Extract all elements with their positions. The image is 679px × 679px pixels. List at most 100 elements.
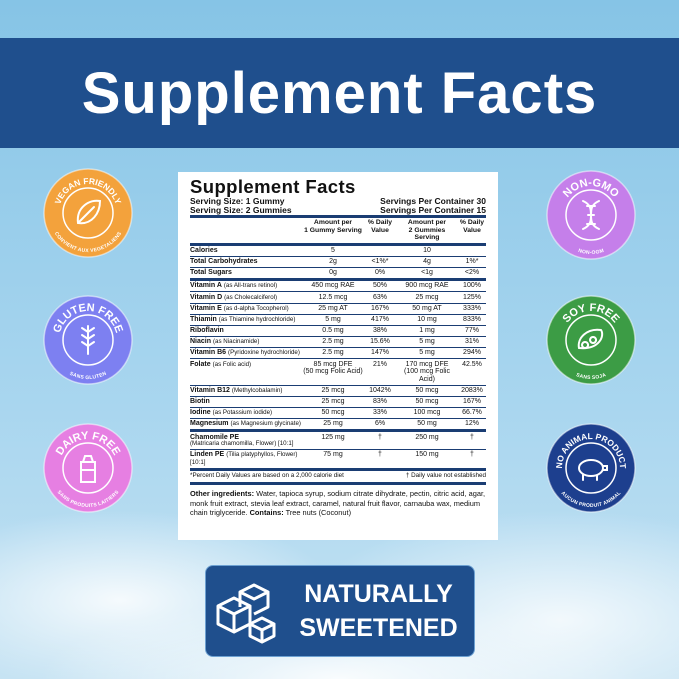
cell-dv1: † — [364, 432, 396, 449]
supplement-label: Supplement Facts Serving Size: 1 Gummy Ser… — [178, 172, 498, 540]
badge-inner-ring — [62, 314, 114, 366]
value: 250 mg — [415, 433, 439, 441]
cell-dv1: 1042% — [364, 386, 396, 396]
nutrient: Thiamin — [190, 315, 217, 323]
badge-icon — [81, 325, 95, 355]
label-title: Supplement Facts — [190, 176, 356, 197]
cell-amt1: 2g — [302, 257, 364, 267]
cell-amt1: 25 mg AT — [302, 304, 364, 314]
cell-dv1: † — [364, 450, 396, 468]
badge-sub: SANS GLUTEN — [68, 371, 107, 381]
contains-label: Contains: — [249, 508, 284, 518]
contains-text: Tree nuts (Coconut) — [285, 508, 352, 518]
value: 25 mcg — [321, 398, 345, 406]
nutrient-name: Calories — [190, 246, 302, 256]
badge-inner-ring — [565, 189, 617, 241]
value: 333% — [463, 304, 481, 312]
nutrient-name: Linden PE (Tilia platyphyllos, Flower) [… — [190, 450, 302, 468]
cell-dv1: 33% — [364, 408, 396, 418]
header-line: Amount per — [313, 219, 353, 227]
value: 85 mcg DFE — [313, 360, 353, 368]
footnote: *Percent Daily Values are based on a 2,0… — [190, 472, 344, 480]
value: 50 mg — [417, 420, 437, 428]
value: 50 mcg — [415, 398, 439, 406]
nutrient-row: Biotin 25 mcg 83% 50 mcg 167% — [190, 397, 486, 409]
nutrient-note: (as d-alpha Tocopherol) — [223, 304, 289, 312]
cell-amt2: 50 mg AT — [396, 304, 458, 314]
nutrient-name: Vitamin A (as All-trans retinol) — [190, 281, 302, 291]
value: 66.7% — [462, 409, 482, 417]
nutrient-name: Vitamin D (as Cholecalciferol) — [190, 292, 302, 302]
nutrient-row: Calories 5 10 — [190, 246, 486, 258]
value: 50 mg AT — [412, 304, 442, 312]
badge-sub-path: SANS GLUTEN — [68, 371, 107, 381]
value: 25 mcg — [321, 386, 345, 394]
nutrient-note: (as Cholecalciferol) — [224, 293, 278, 301]
cell-dv1: 0% — [364, 268, 396, 278]
cell-dv1: 83% — [364, 397, 396, 407]
nutrient: Chamomile PE — [190, 433, 240, 441]
nutrient-note: (Methylcobalamin) — [231, 386, 283, 394]
cell-amt2: 10 mg — [396, 315, 458, 325]
value: 25 mcg — [415, 293, 439, 301]
cell-dv1: 21% — [364, 359, 396, 384]
nutrient: Vitamin D — [190, 293, 223, 301]
value: <1g — [421, 269, 433, 277]
cell-dv2: 833% — [458, 315, 486, 325]
header-line: 2 Gummies Serving — [408, 226, 446, 242]
header-row: Amount per 1 Gummy Serving% Daily Value Amo… — [190, 218, 486, 246]
cell-amt2: 10 — [396, 246, 458, 256]
nutrient: Vitamin E — [190, 304, 222, 312]
value: 5 mg — [325, 315, 341, 323]
nutrient-row: Vitamin B12 (Methylcobalamin) 25 mcg 1042%… — [190, 386, 486, 397]
nutrient: Total Carbohydrates — [190, 258, 258, 266]
cell-dv2: 2083% — [458, 386, 486, 396]
servings-per-container: Servings Per Container 30 — [380, 195, 486, 206]
cell-dv1: <1%* — [364, 257, 396, 267]
nutrient-name: Folate (as Folic acid) — [190, 359, 302, 384]
nutrient-name: Vitamin B12 (Methylcobalamin) — [190, 386, 302, 396]
nutrient-row: Chamomile PE (Matricaria chamomilla, Flow… — [190, 432, 486, 451]
cell-amt1: 0.5 mg — [302, 326, 364, 336]
nutrient-name: Total Carbohydrates — [190, 257, 302, 267]
value: 167% — [463, 398, 481, 406]
nutrient: Calories — [190, 247, 218, 255]
cell-dv2: † — [458, 432, 486, 449]
value: 170 mcg DFE — [405, 360, 449, 368]
cell-amt2: 1 mg — [396, 326, 458, 336]
cell-dv2: 167% — [458, 397, 486, 407]
nutrient-row: Vitamin D (as Cholecalciferol) 12.5 mcg 63… — [190, 292, 486, 304]
value: † — [378, 451, 382, 459]
nutrient-row: Riboflavin 0.5 mg 38% 1 mg 77% — [190, 326, 486, 337]
value: 38% — [372, 327, 387, 335]
cell-amt2: 25 mcg — [396, 292, 458, 302]
header-cell: Amount per 2 Gummies Serving — [396, 218, 458, 243]
cell-amt1: 25 mg — [302, 419, 364, 429]
nutrient: Total Sugars — [190, 269, 232, 277]
value: 5 mg — [419, 338, 435, 346]
nutrient-row: Vitamin E (as d-alpha Tocopherol) 25 mg A… — [190, 304, 486, 315]
value: 2083% — [461, 386, 483, 394]
nutrient: Biotin — [190, 398, 210, 406]
nutrient: Iodine — [190, 409, 211, 417]
value: 0.5 mg — [322, 327, 344, 335]
nutrient-note: (as Folic acid) — [212, 360, 252, 368]
nutrient-row: Magnesium (as Magnesium glycinate) 25 mg 6… — [190, 419, 486, 433]
nutrient-row: Vitamin B6 (Pyridoxine hydrochloride) 2.5… — [190, 348, 486, 360]
cell-dv1: 50% — [364, 281, 396, 291]
nutrient-name: Biotin — [190, 397, 302, 407]
value: 150 mg — [415, 451, 439, 459]
value: † — [470, 433, 474, 441]
value: 83% — [372, 398, 387, 406]
value: 77% — [464, 327, 479, 335]
cell-dv1: 6% — [364, 419, 396, 429]
nutrient-row: Niacin (as Niacinamide) 2.5 mg 15.6% 5 mg 31… — [190, 337, 486, 349]
cell-dv1: 38% — [364, 326, 396, 336]
value: 1%* — [465, 258, 479, 266]
cell-amt2: 150 mg — [396, 450, 458, 468]
nutrient: Magnesium — [190, 420, 229, 428]
cell-amt2: 170 mcg DFE (100 mcg Folic Acid) — [396, 359, 458, 384]
value: † — [378, 433, 382, 441]
cell-amt1: 5 — [302, 246, 364, 256]
